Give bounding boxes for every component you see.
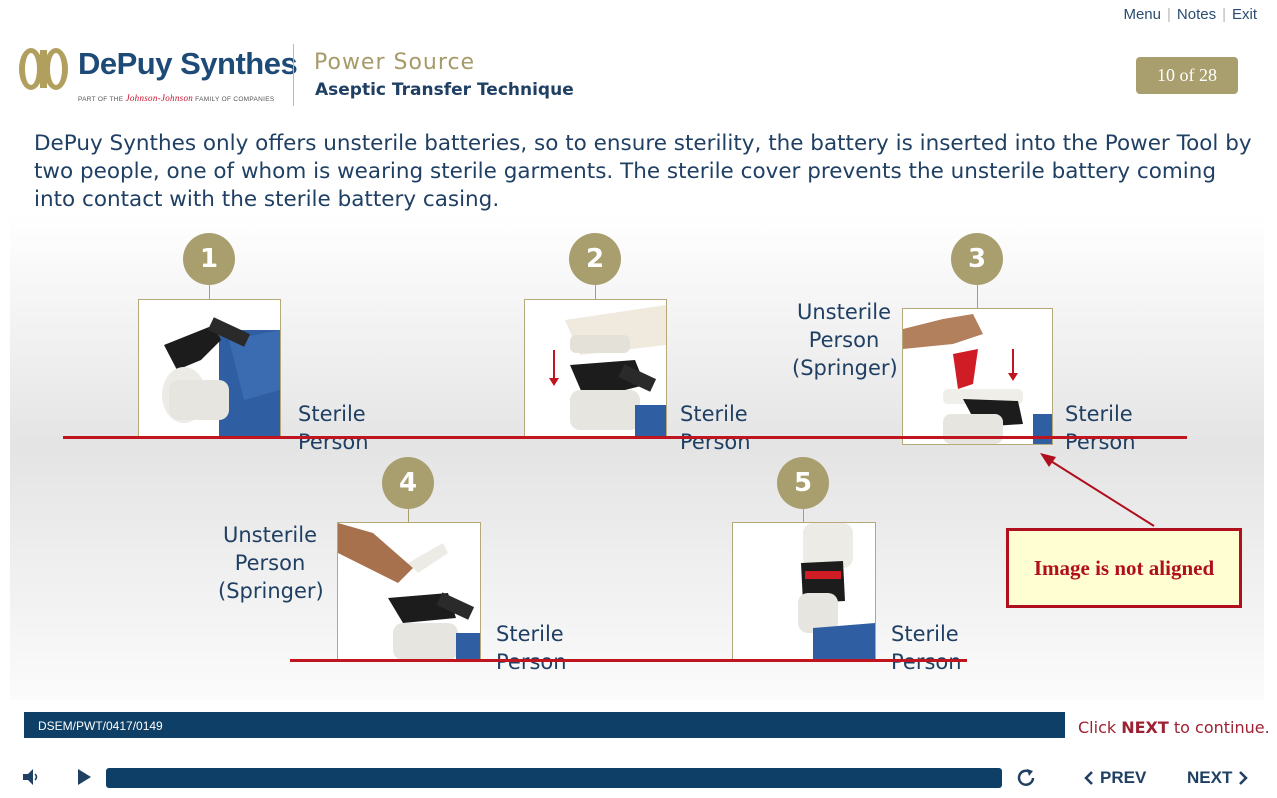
step-number-1: 1 <box>183 233 235 285</box>
exit-link[interactable]: Exit <box>1231 6 1257 23</box>
intro-text: DePuy Synthes only offers unsterile batt… <box>34 131 1252 212</box>
notes-link[interactable]: Notes <box>1176 6 1217 23</box>
document-code: DSEM/PWT/0417/0149 <box>38 719 163 733</box>
logo-mark-icon <box>19 48 68 90</box>
step-4-sterile-label: Sterile Person <box>496 622 567 674</box>
click-next-hint: Click NEXT to continue. <box>1078 718 1270 737</box>
step-connector <box>803 509 804 522</box>
step-4-image <box>337 522 481 661</box>
step-1-image <box>138 299 281 439</box>
step-connector <box>408 509 409 522</box>
chevron-right-icon <box>1239 771 1249 785</box>
step-number-4: 4 <box>382 457 434 509</box>
speaker-icon[interactable] <box>20 766 42 788</box>
header-divider <box>293 44 294 106</box>
page-indicator: 10 of 28 <box>1136 57 1238 94</box>
step-connector <box>977 285 978 308</box>
menu-link[interactable]: Menu <box>1123 6 1161 23</box>
progress-bar[interactable] <box>106 768 1002 788</box>
company-logo: DePuy Synthes PART OF THE Johnson-Johnso… <box>16 42 298 108</box>
link-separator: | <box>1222 6 1226 23</box>
chevron-left-icon <box>1084 771 1093 785</box>
next-button[interactable]: NEXT <box>1187 768 1249 788</box>
page-title: Power Source <box>314 50 476 75</box>
upper-alignment-line <box>63 436 1187 439</box>
lower-alignment-line <box>290 659 967 662</box>
step-number-2: 2 <box>569 233 621 285</box>
step-1-sterile-label: Sterile Person <box>298 402 369 454</box>
step-number-3: 3 <box>951 233 1003 285</box>
replay-icon[interactable] <box>1014 766 1038 790</box>
play-icon[interactable] <box>74 767 94 787</box>
step-2-image <box>524 299 667 439</box>
page-subtitle: Aseptic Transfer Technique <box>315 80 574 100</box>
logo-wordmark: DePuy Synthes <box>78 46 298 81</box>
step-2-sterile-label: Sterile Person <box>680 402 751 454</box>
step-4-unsterile-label: Unsterile Person (Springer) <box>218 523 324 603</box>
annotation-box: Image is not aligned <box>1006 528 1242 608</box>
footer-bar: DSEM/PWT/0417/0149 <box>24 712 1065 738</box>
link-separator: | <box>1166 6 1171 23</box>
step-5-image <box>732 522 876 661</box>
step-5-sterile-label: Sterile Person <box>891 622 962 674</box>
step-connector <box>595 285 596 299</box>
step-3-sterile-label: Sterile Person <box>1065 402 1136 454</box>
top-links: Menu | Notes | Exit <box>1123 6 1257 23</box>
step-3-image <box>902 308 1053 445</box>
step-3-unsterile-label: Unsterile Person (Springer) <box>792 300 898 380</box>
logo-tagline: PART OF THE Johnson-Johnson FAMILY OF CO… <box>78 93 275 103</box>
step-number-5: 5 <box>777 457 829 509</box>
annotation-arrow-icon <box>1040 453 1155 527</box>
prev-button[interactable]: PREV <box>1084 768 1146 788</box>
step-connector <box>209 285 210 299</box>
